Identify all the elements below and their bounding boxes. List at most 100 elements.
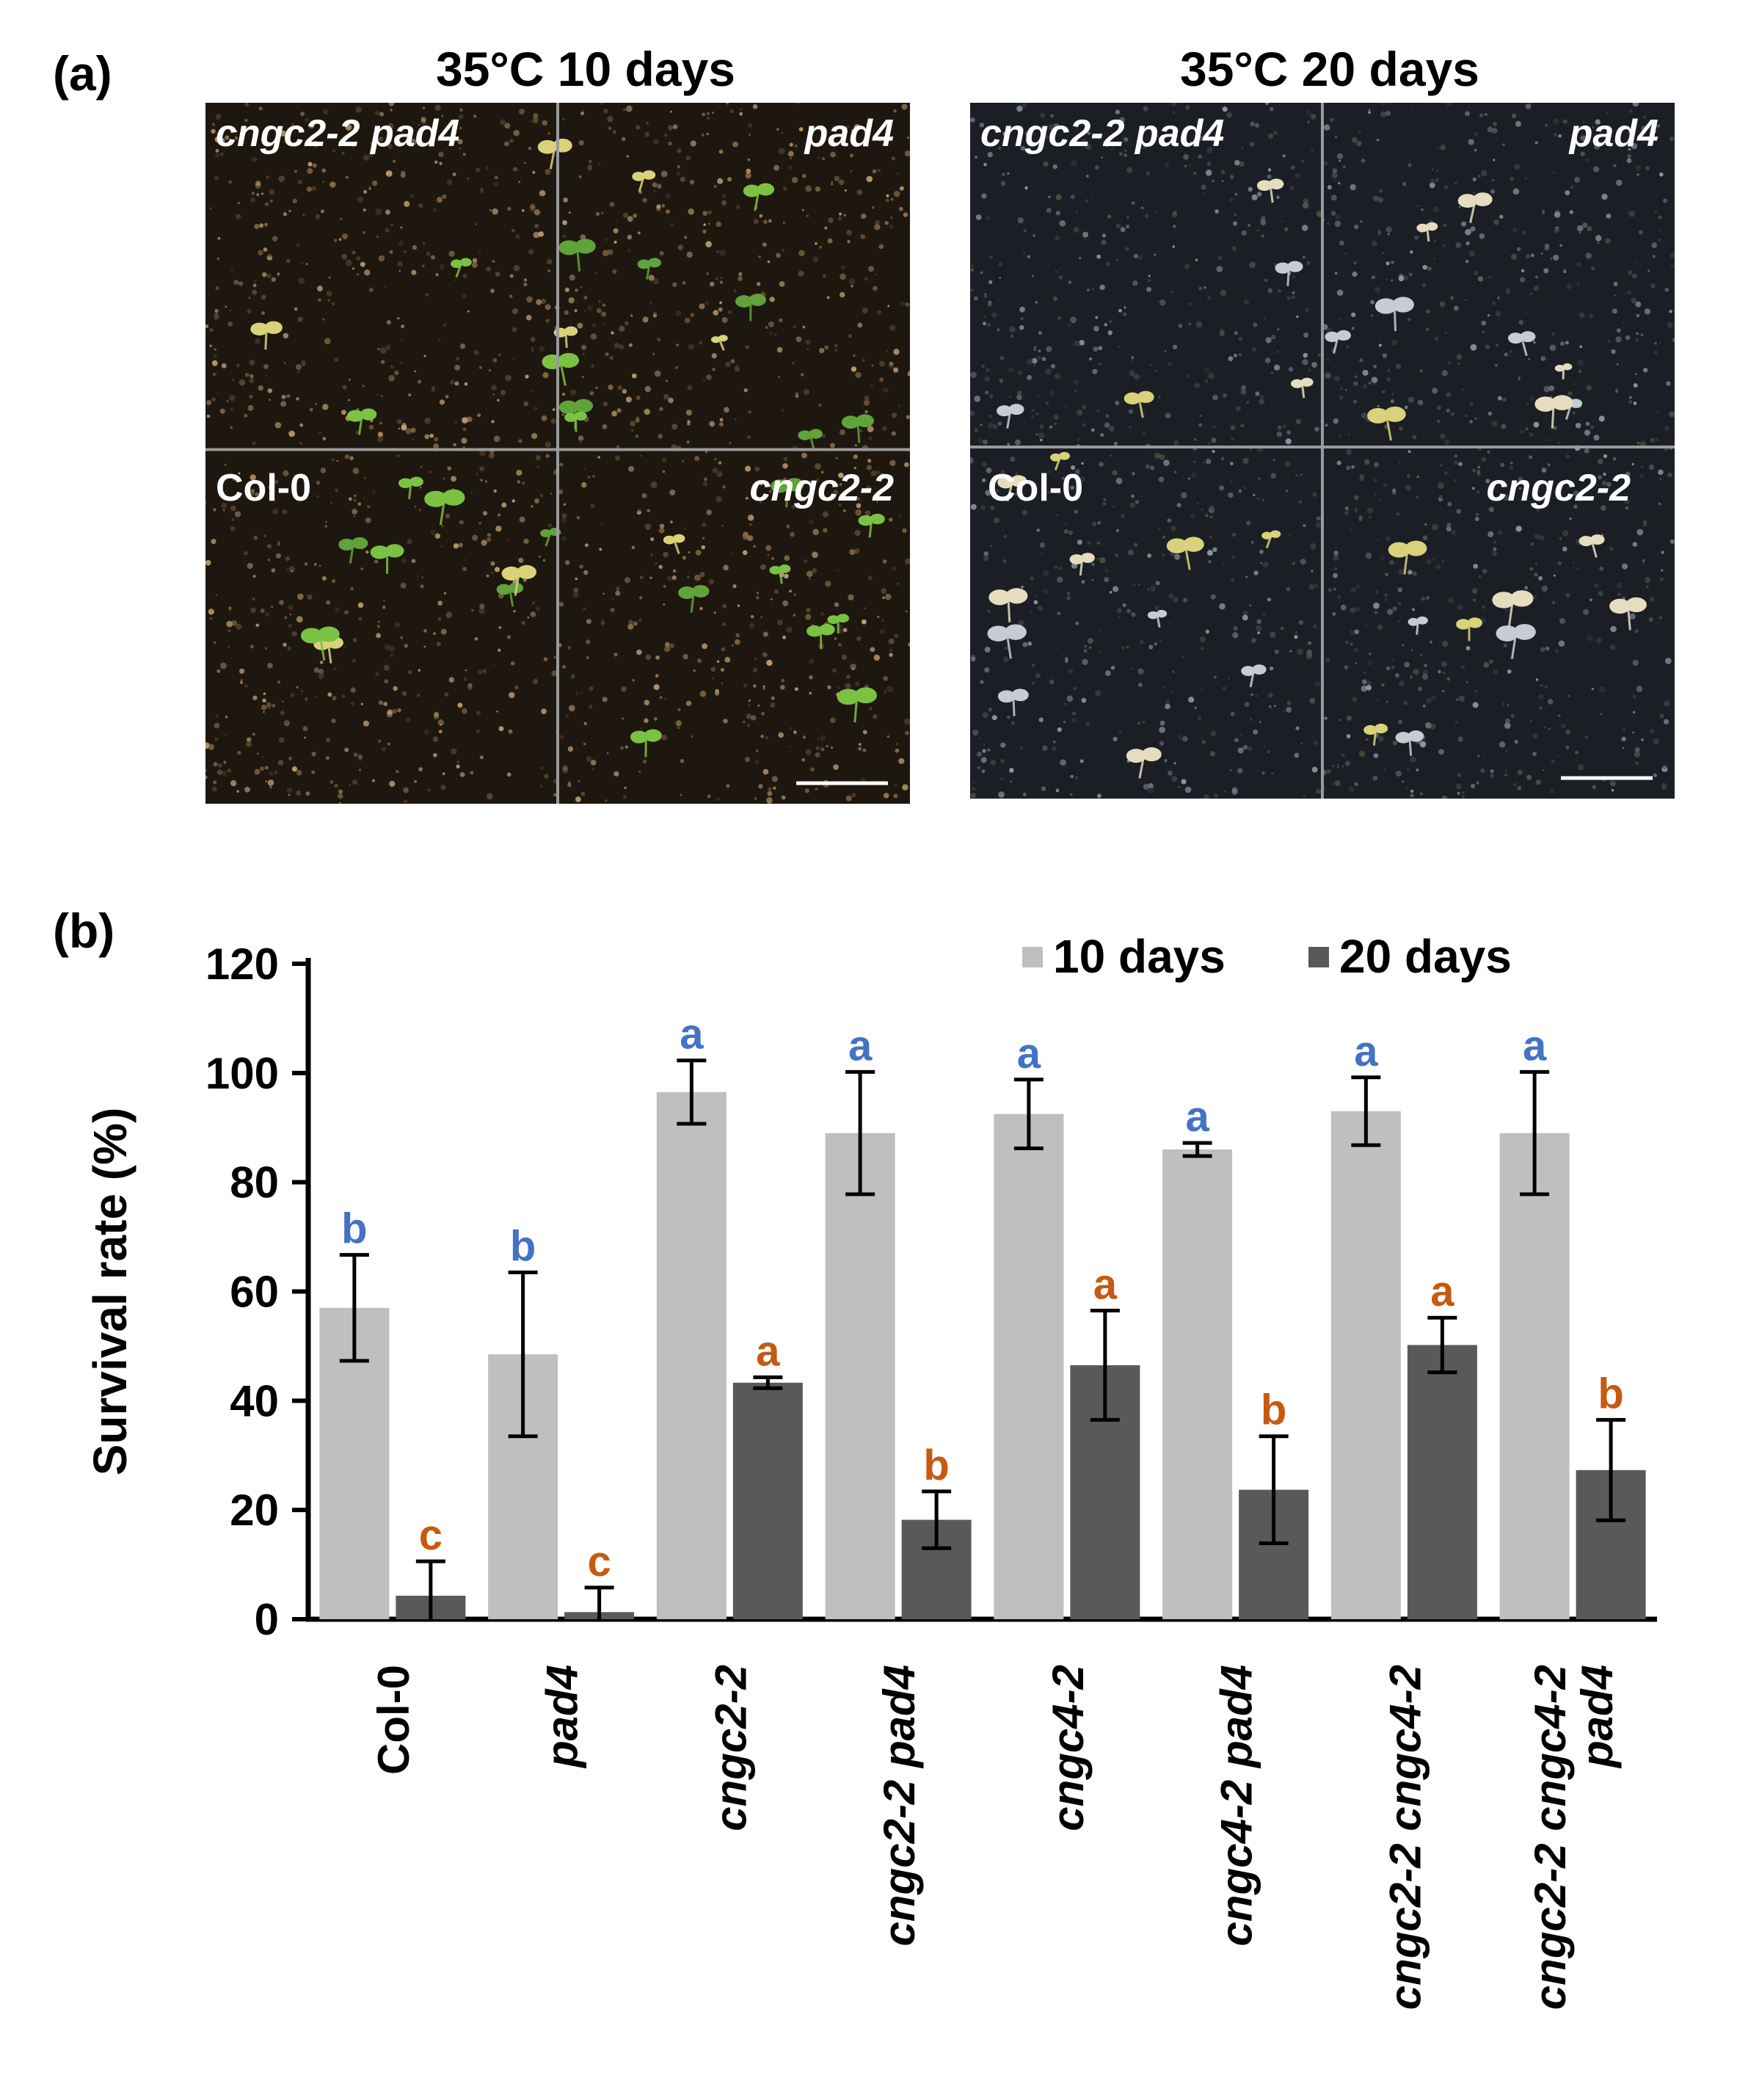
- photo1-seedling: [347, 408, 377, 435]
- photo1-seedling: [564, 411, 587, 432]
- photo2-seedling: [1241, 664, 1267, 688]
- panel-a-label: (a): [53, 46, 112, 101]
- photo-20-days-canvas: [970, 103, 1675, 799]
- photo1-seedling: [837, 687, 877, 723]
- photo1-label-cngc2-2-pad4: cngc2-2 pad4: [216, 112, 460, 155]
- y-tick-label: 100: [205, 1049, 279, 1098]
- photo1-seedling: [501, 564, 536, 596]
- photo1-seedling: [806, 624, 835, 650]
- photo2-seedling: [1126, 747, 1162, 779]
- photo-title-10-days: 35°C 10 days: [436, 42, 735, 96]
- bar: [1407, 1345, 1477, 1619]
- photo1-seedling: [558, 399, 594, 429]
- x-tick-label: pad4: [1573, 1665, 1622, 1769]
- photo2-seedling: [1492, 590, 1534, 627]
- photo2-seedling: [1291, 377, 1314, 399]
- photo1-seedling: [370, 544, 404, 574]
- photo1-seedlings: [250, 138, 885, 757]
- photo1-seedling: [398, 476, 423, 500]
- photo1-seedling: [424, 489, 465, 526]
- photo2-seedling: [1496, 624, 1536, 659]
- photo2-seedling: [1578, 534, 1605, 558]
- significance-letter: c: [587, 1538, 611, 1585]
- photo1-seedling: [678, 585, 710, 613]
- photo1-seedling: [632, 170, 656, 192]
- photo2-seedling: [1374, 297, 1414, 332]
- panel-b-label: (b): [53, 904, 115, 958]
- photo2-seedling: [1325, 330, 1351, 355]
- photo2-seedling: [1275, 261, 1303, 286]
- x-tick-label: Col-0: [369, 1665, 418, 1775]
- photo2-seedling: [997, 475, 1027, 502]
- photo2-seedling: [1609, 597, 1647, 631]
- significance-letter: a: [1430, 1268, 1454, 1315]
- photo2-soil-texture: [970, 103, 1675, 799]
- legend-swatch: [1022, 947, 1043, 967]
- photo1-seedling: [338, 537, 368, 564]
- photo1-soil-texture: [205, 103, 910, 804]
- photo1-label-cngc2-2: cngc2-2: [749, 467, 894, 509]
- photo1-seedling: [827, 614, 850, 634]
- significance-letter: c: [419, 1511, 443, 1559]
- photo1-seedling: [630, 729, 662, 757]
- y-axis-label: Survival rate (%): [84, 1108, 136, 1476]
- bar: [656, 1091, 727, 1619]
- y-tick-label: 80: [230, 1158, 279, 1207]
- significance-letter: b: [1598, 1370, 1623, 1417]
- photo1-seedling: [558, 239, 596, 272]
- bar: [1162, 1149, 1233, 1619]
- photo1-seedling: [637, 258, 662, 280]
- x-tick-label: cngc4-2: [1044, 1665, 1093, 1831]
- photo1-seedling: [663, 534, 685, 554]
- y-tick-label: 60: [230, 1268, 279, 1317]
- photo2-seedling: [1554, 363, 1573, 379]
- photo2-seedling: [1416, 222, 1438, 242]
- photo2-seedling: [997, 689, 1029, 716]
- photo2-seedlings: [987, 178, 1647, 779]
- significance-letter: a: [848, 1022, 873, 1069]
- photo-35c-10-days: cngc2-2 pad4 pad4 Col-0 cngc2-2: [205, 103, 910, 804]
- significance-letter: b: [510, 1222, 536, 1270]
- photo2-seedling: [1050, 451, 1071, 470]
- photo1-seedling: [798, 429, 823, 451]
- significance-letter: a: [1185, 1093, 1209, 1141]
- photo-title-20-days: 35°C 20 days: [1180, 42, 1479, 96]
- photo2-label-cngc2-2: cngc2-2: [1486, 467, 1631, 509]
- legend-label: 10 days: [1053, 930, 1226, 983]
- significance-letter: a: [680, 1011, 704, 1058]
- photo2-seedling: [1256, 178, 1284, 203]
- photo2-seedling: [1507, 331, 1536, 357]
- significance-letter: b: [1261, 1387, 1286, 1434]
- significance-letter: a: [1354, 1028, 1378, 1075]
- survival-rate-chart: Survival rate (%) 0 20 40 60 80 100 120 b c Col-0 b…: [84, 930, 1657, 2010]
- significance-letter: b: [341, 1205, 367, 1253]
- y-tick-label: 0: [255, 1595, 279, 1644]
- photo-35c-20-days: cngc2-2 pad4 pad4 Col-0 cngc2-2: [970, 103, 1675, 799]
- photo1-seedling: [771, 478, 804, 508]
- photo1-seedling: [300, 626, 340, 661]
- x-tick-label: pad4: [538, 1665, 587, 1769]
- significance-letter: a: [756, 1327, 780, 1375]
- photo1-label-pad4: pad4: [804, 112, 894, 155]
- bar: [732, 1382, 803, 1619]
- photo1-seedling: [769, 564, 791, 584]
- bar: [825, 1133, 895, 1619]
- photo1-seedling: [858, 513, 885, 538]
- bar: [1499, 1133, 1570, 1619]
- bar: [1330, 1111, 1401, 1619]
- x-tick-label: cngc4-2 pad4: [1212, 1665, 1261, 1946]
- photo1-seedling: [743, 183, 775, 211]
- photo2-seedling: [987, 624, 1027, 659]
- photo2-label-col-0: Col-0: [988, 467, 1083, 509]
- photo2-seedling: [1147, 609, 1168, 628]
- photo2-seedling: [1388, 540, 1427, 575]
- significance-letter: a: [1093, 1261, 1118, 1309]
- photo2-seedling: [1457, 192, 1493, 223]
- photo2-seedling: [997, 404, 1024, 429]
- photo2-label-pad4: pad4: [1569, 112, 1658, 155]
- photo2-label-cngc2-2-pad4: cngc2-2 pad4: [980, 112, 1225, 155]
- photo2-seedling: [1456, 617, 1482, 642]
- photo2-seedling: [1069, 553, 1095, 576]
- photo-10-days-canvas: [205, 103, 910, 804]
- legend-label: 20 days: [1339, 930, 1512, 983]
